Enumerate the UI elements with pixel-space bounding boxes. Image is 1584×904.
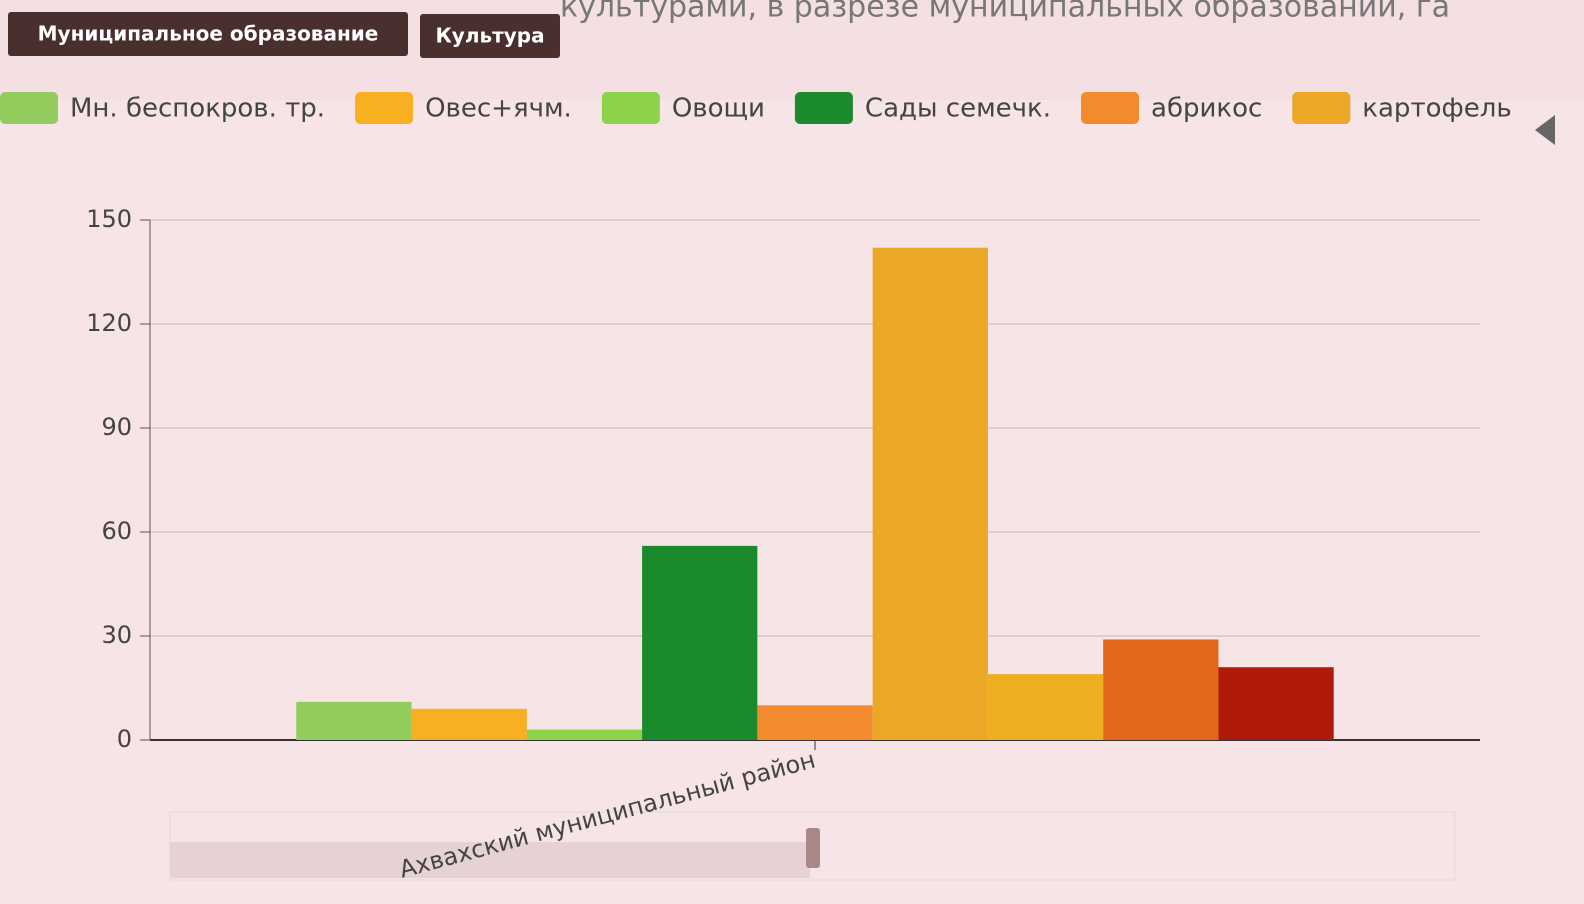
legend-prev[interactable] (1535, 115, 1555, 145)
button-label[interactable]: Культура (435, 24, 544, 48)
bar (1103, 639, 1219, 740)
legend-label: Сады семечк. (865, 94, 1051, 124)
bar (987, 674, 1104, 740)
legend-swatch (0, 92, 58, 124)
y-tick-label: 90 (101, 413, 132, 441)
legend-swatch (794, 92, 853, 124)
button-label[interactable]: Муниципальное образование (38, 22, 379, 46)
bar (642, 545, 758, 740)
bar (757, 705, 873, 740)
zoom-fill (170, 842, 810, 878)
y-tick-label: 60 (101, 517, 132, 545)
legend-label: картофель (1362, 94, 1511, 124)
button[interactable] (420, 14, 560, 58)
bar (411, 708, 527, 740)
legend-swatch (601, 92, 660, 124)
legend-swatch (355, 92, 414, 124)
bar (296, 701, 412, 740)
legend-swatch (1081, 92, 1140, 124)
bar (1218, 667, 1334, 740)
legend-label: Овощи (672, 94, 765, 124)
y-tick-label: 120 (86, 309, 132, 337)
y-tick-label: 150 (86, 205, 132, 233)
button[interactable] (8, 12, 408, 56)
legend-label: Мн. беспокров. тр. (70, 94, 325, 124)
bar (526, 729, 643, 740)
legend-label: Овес+ячм. (425, 94, 572, 124)
y-tick-label: 30 (101, 621, 132, 649)
legend-label: абрикос (1151, 94, 1262, 124)
y-tick-label: 0 (117, 725, 132, 753)
bar (872, 247, 988, 740)
legend-swatch (1292, 92, 1351, 124)
chart-title: культурами, в разрезе муниципальных обра… (560, 0, 1450, 25)
zoom-handle[interactable] (806, 828, 820, 868)
